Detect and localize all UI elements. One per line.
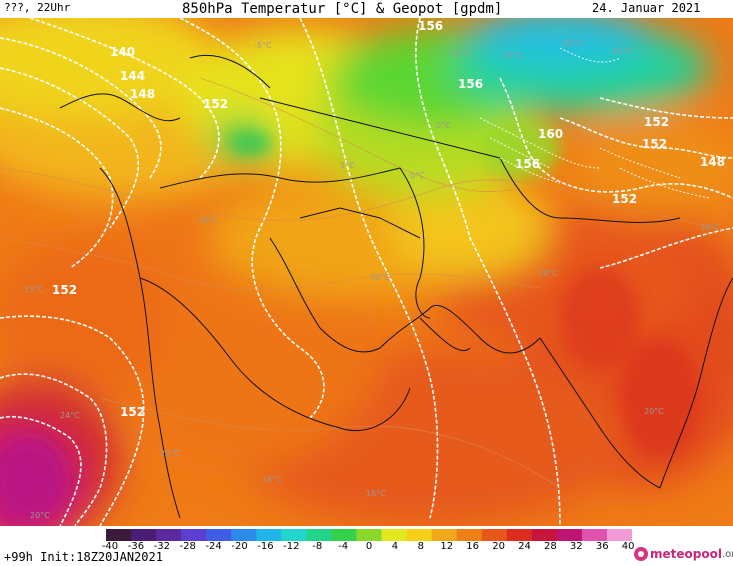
color-scale-cell — [581, 529, 608, 541]
color-scale-cell — [306, 529, 332, 541]
temp-label: 20°C — [160, 449, 180, 458]
color-scale-tick-label: -24 — [205, 541, 222, 552]
geopot-label: 160 — [538, 127, 563, 141]
color-scale-tick-label: -4 — [338, 541, 349, 552]
color-scale-tick-label: 24 — [518, 541, 531, 552]
temperature-detail — [0, 118, 700, 518]
temp-label: 20°C — [30, 511, 50, 520]
color-scale-tick-label: 32 — [569, 541, 583, 552]
color-scale-cell — [381, 529, 408, 541]
geopot-label: 140 — [110, 45, 135, 59]
color-scale-tick-label: 20 — [492, 541, 505, 552]
borders-coastlines — [59, 54, 733, 519]
geopot-label: 152 — [644, 115, 669, 129]
color-scale-cells — [106, 529, 632, 541]
color-scale-tick-label: -40 — [101, 541, 119, 552]
color-scale-cell — [481, 529, 508, 541]
color-scale-cell — [181, 529, 207, 541]
header-bar: ???, 22Uhr 850hPa Temperatur [°C] & Geop… — [0, 0, 733, 20]
temp-label: 24°C — [60, 411, 80, 420]
geopot-label: 156 — [458, 77, 483, 91]
color-scale-tick-label: 40 — [621, 541, 635, 552]
geopot-label: 148 — [130, 87, 155, 101]
temp-label: -20°C — [560, 39, 583, 48]
init-time-label: +99h Init:18Z20JAN2021 — [4, 550, 163, 564]
temp-label: 16°C — [262, 475, 282, 484]
geopotential-contours — [0, 18, 733, 526]
brand-suffix: .org — [721, 548, 733, 560]
geopot-label: 152 — [52, 283, 77, 297]
color-scale-cell — [206, 529, 232, 541]
color-scale-tick-label: 4 — [391, 541, 399, 552]
color-scale-tick-label: 8 — [417, 541, 425, 552]
color-scale-cell — [431, 529, 458, 541]
color-scale-cell — [606, 529, 632, 541]
geopot-label: 152 — [120, 405, 145, 419]
meteopool-logo-icon — [634, 547, 648, 561]
color-scale-cell — [531, 529, 558, 541]
color-scale-cell — [356, 529, 383, 541]
temp-label: -10°C — [448, 49, 471, 58]
color-scale-tick-label: 16 — [466, 541, 480, 552]
temp-label: -25°C — [500, 51, 523, 60]
color-scale-tick-label: 12 — [440, 541, 454, 552]
color-scale-cell — [156, 529, 182, 541]
geopot-label: 144 — [120, 69, 145, 83]
temp-label: 0°C — [436, 121, 451, 130]
color-scale-tick-label: -32 — [153, 541, 170, 552]
geopot-label: 156 — [515, 157, 540, 171]
color-scale-cell — [456, 529, 483, 541]
color-scale-tick-label: -12 — [283, 541, 300, 552]
color-scale-tick-label: -16 — [257, 541, 274, 552]
color-scale-tick-label: -28 — [179, 541, 196, 552]
temperature-contours — [0, 77, 733, 489]
forecast-time-label: ???, 22Uhr — [4, 1, 71, 14]
color-scale-cell — [231, 529, 257, 541]
color-scale-tick-label: 36 — [595, 541, 609, 552]
geopot-label: 152 — [612, 192, 637, 206]
color-scale-tick-label: -36 — [127, 541, 145, 552]
map-title: 850hPa Temperatur [°C] & Geopot [gpdm] — [182, 1, 503, 17]
color-scale-cell — [281, 529, 307, 541]
geopotential-label-group: 140 144 148 152 156 160 152 156 156 152 … — [52, 19, 725, 419]
color-scale-cell — [331, 529, 357, 541]
color-scale-tick-label: 0 — [365, 541, 373, 552]
brand-logo[interactable]: meteopool .org — [634, 547, 733, 561]
color-scale-cell — [256, 529, 282, 541]
geopot-label: 152 — [203, 97, 228, 111]
temp-label: 10°C — [538, 269, 558, 278]
temp-label: 16°C — [366, 489, 386, 498]
temp-label: -5°C — [254, 41, 272, 50]
geopot-label: 152 — [642, 137, 667, 151]
temp-label: 5°C — [340, 161, 355, 170]
color-scale-cell — [131, 529, 157, 541]
temp-label: 0°C — [410, 171, 425, 180]
color-scale-tick-label: -8 — [312, 541, 323, 552]
brand-name: meteopool — [650, 547, 722, 561]
temp-label: 20°C — [644, 407, 664, 416]
geopot-label: 156 — [418, 19, 443, 33]
color-scale-bar — [106, 529, 632, 541]
temp-label: 10°C — [198, 216, 218, 225]
color-scale-tick-label: -20 — [231, 541, 248, 552]
temp-label: 15°C — [24, 285, 44, 294]
temp-label: 10°C — [700, 223, 720, 232]
temperature-label-group: -5°C -10°C -20°C -15°C -25°C 0°C 0°C 5°C… — [24, 39, 720, 520]
temp-label: 10°C — [370, 273, 390, 282]
temperature-field-svg: 140 144 148 152 156 160 152 156 156 152 … — [0, 18, 733, 526]
temp-label: -15°C — [610, 47, 633, 56]
forecast-date-label: 24. Januar 2021 — [592, 1, 701, 15]
mountain-contours — [479, 47, 711, 199]
geopot-label: 148 — [700, 155, 725, 169]
color-scale-tick-label: 28 — [544, 541, 557, 552]
color-scale-cell — [106, 529, 132, 541]
color-scale-cell — [406, 529, 433, 541]
color-scale-cell — [506, 529, 533, 541]
color-scale-cell — [556, 529, 583, 541]
weather-map: 140 144 148 152 156 160 152 156 156 152 … — [0, 18, 733, 526]
